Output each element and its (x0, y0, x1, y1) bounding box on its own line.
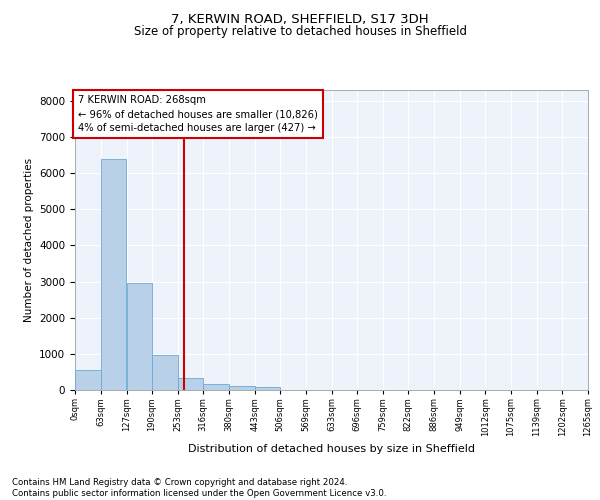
Text: 7 KERWIN ROAD: 268sqm
← 96% of detached houses are smaller (10,826)
4% of semi-d: 7 KERWIN ROAD: 268sqm ← 96% of detached … (78, 96, 318, 134)
Bar (178, 378, 203, 390)
Y-axis label: Number of detached properties: Number of detached properties (23, 158, 34, 322)
Bar (254, 388, 280, 390)
Bar (101, 158, 126, 390)
Bar (229, 386, 254, 390)
Bar (152, 355, 178, 390)
Text: 7, KERWIN ROAD, SHEFFIELD, S17 3DH: 7, KERWIN ROAD, SHEFFIELD, S17 3DH (171, 12, 429, 26)
Text: Size of property relative to detached houses in Sheffield: Size of property relative to detached ho… (133, 25, 467, 38)
Bar (127, 284, 152, 390)
Bar (203, 384, 229, 390)
Bar (75, 370, 101, 390)
X-axis label: Distribution of detached houses by size in Sheffield: Distribution of detached houses by size … (188, 444, 475, 454)
Text: Contains HM Land Registry data © Crown copyright and database right 2024.
Contai: Contains HM Land Registry data © Crown c… (12, 478, 386, 498)
